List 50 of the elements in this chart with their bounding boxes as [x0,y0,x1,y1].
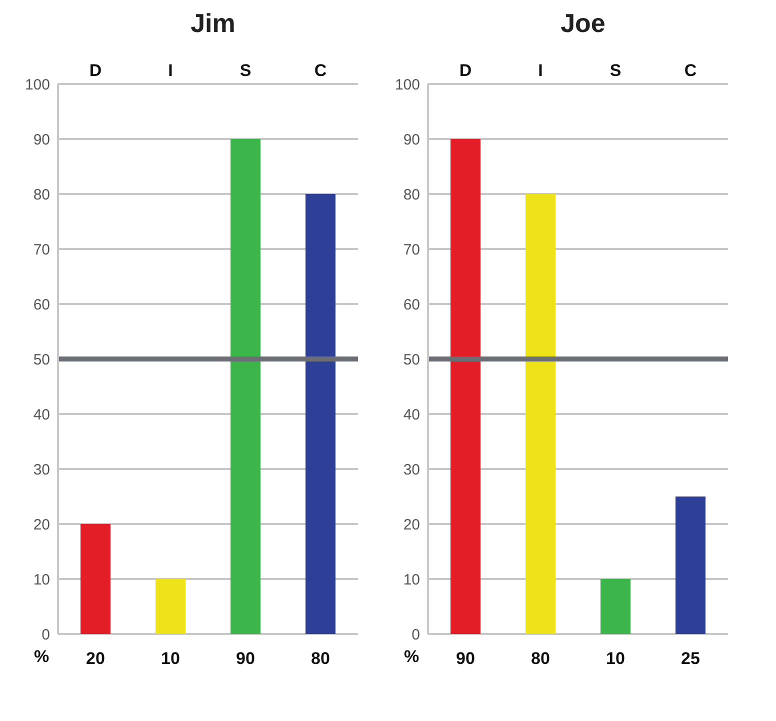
y-tick-label: 50 [33,351,50,368]
data-label: 25 [681,649,700,668]
data-label: 80 [531,649,550,668]
y-tick-label: 20 [403,516,420,534]
x-tick-label: C [314,61,327,80]
y-tick-label: 50 [403,351,420,368]
bar [450,139,480,634]
y-tick-label: 60 [403,296,420,314]
data-label: 90 [236,649,255,668]
data-label: 80 [311,649,330,668]
y-tick-label: 100 [394,76,420,94]
x-tick-label: D [459,61,472,80]
bar [676,496,706,634]
y-tick-label: 70 [33,241,50,258]
x-tick-label: S [610,61,622,80]
y-tick-label: 70 [403,241,420,258]
y-tick-label: 60 [33,296,50,314]
y-tick-label: 10 [403,571,420,588]
y-tick-label: 10 [33,571,50,588]
bar [156,579,186,634]
y-tick-label: 90 [403,131,420,148]
y-tick-label: 40 [403,406,420,424]
bar [600,579,630,634]
data-label: 20 [86,649,105,668]
chart-title: Joe [560,8,606,39]
bar [526,194,556,634]
data-label: 10 [606,649,625,668]
y-tick-label: 30 [33,461,50,478]
data-label: 10 [161,649,180,668]
y-tick-label: 80 [403,186,420,204]
y-tick-label: 100 [24,76,50,94]
x-tick-label: S [240,61,252,80]
x-tick-label: I [538,61,543,80]
y-tick-label: 0 [42,626,50,644]
bar [230,139,260,634]
bar [306,194,336,634]
y-tick-label: 40 [33,406,50,424]
x-tick-label: D [89,61,102,80]
bar [80,524,110,634]
y-tick-label: 20 [33,516,50,534]
x-tick-label: C [684,61,697,80]
y-tick-label: 90 [33,131,50,148]
x-tick-label: I [168,61,173,80]
data-label: 90 [456,649,475,668]
y-tick-label: 0 [412,626,420,644]
chart-title: Jim [190,8,236,39]
y-tick-label: 30 [403,461,420,478]
y-tick-label: 80 [33,186,50,204]
text: % [404,647,420,667]
text: % [34,647,50,667]
